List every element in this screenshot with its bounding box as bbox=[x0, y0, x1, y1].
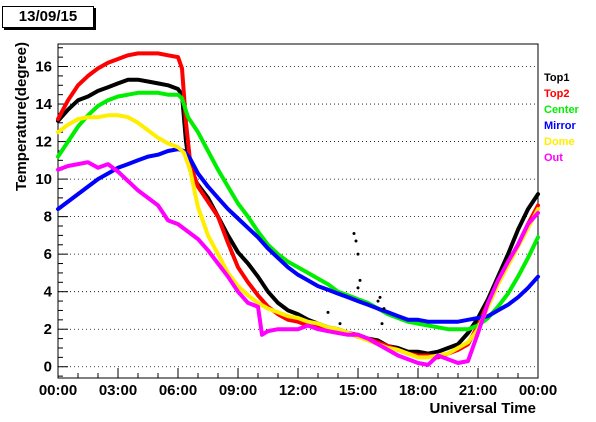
x-axis-title: Universal Time bbox=[430, 400, 536, 417]
date-label: 13/09/15 bbox=[18, 8, 78, 25]
legend: Top1 Top2 Center Mirror Dome Out bbox=[544, 70, 594, 166]
y-tick-label: 12 bbox=[35, 134, 52, 151]
scatter-point bbox=[326, 310, 330, 314]
x-tick-label: 15:00 bbox=[339, 382, 377, 399]
x-tick-label: 18:00 bbox=[399, 382, 437, 399]
legend-entry-mirror: Mirror bbox=[544, 120, 576, 132]
x-tick-label: 03:00 bbox=[99, 382, 137, 399]
y-tick-label: 8 bbox=[44, 209, 52, 226]
x-tick-label: 12:00 bbox=[279, 382, 317, 399]
series-line-top2 bbox=[56, 51, 540, 360]
y-tick-label: 0 bbox=[44, 359, 52, 376]
series-line-top1 bbox=[56, 77, 540, 356]
x-tick-label: 00:00 bbox=[39, 382, 77, 399]
legend-entry-dome: Dome bbox=[544, 136, 575, 148]
scatter-point bbox=[382, 307, 386, 311]
scatter-point bbox=[378, 295, 382, 299]
x-tick-label: 09:00 bbox=[219, 382, 257, 399]
series-line-dome bbox=[56, 113, 540, 360]
y-tick-label: 2 bbox=[44, 321, 52, 338]
date-label-box: 13/09/15 bbox=[2, 6, 94, 28]
x-tick-label: 00:00 bbox=[519, 382, 557, 399]
series-group bbox=[56, 51, 540, 367]
series-line-out bbox=[56, 160, 540, 367]
scatter-point bbox=[376, 299, 380, 303]
series-line-mirror bbox=[56, 147, 540, 324]
x-tick-label: 06:00 bbox=[159, 382, 197, 399]
scatter-point bbox=[356, 252, 360, 256]
y-axis-title: Temperature(degree) bbox=[13, 42, 30, 191]
y-tick-label: 10 bbox=[35, 171, 52, 188]
legend-entry-center: Center bbox=[544, 104, 579, 116]
scatter-point bbox=[352, 232, 356, 236]
legend-entry-top1: Top1 bbox=[544, 72, 570, 84]
scatter-point bbox=[356, 286, 360, 290]
scatter-points-group bbox=[326, 232, 386, 326]
x-tick-label: 21:00 bbox=[459, 382, 497, 399]
tick-labels: 0 2 4 6 8 10 12 14 16 00:00 03:00 06:00 09:00 12:00 15… bbox=[35, 59, 557, 399]
scatter-point bbox=[338, 322, 342, 326]
y-tick-label: 16 bbox=[35, 59, 52, 76]
scatter-point bbox=[358, 278, 362, 282]
legend-entry-top2: Top2 bbox=[544, 88, 570, 100]
y-tick-label: 14 bbox=[35, 96, 52, 113]
y-tick-label: 4 bbox=[44, 284, 53, 301]
legend-entry-out: Out bbox=[544, 152, 563, 164]
y-tick-label: 6 bbox=[44, 246, 52, 263]
scatter-point bbox=[380, 322, 384, 326]
series-line-center bbox=[56, 90, 540, 332]
scatter-point bbox=[354, 239, 358, 243]
